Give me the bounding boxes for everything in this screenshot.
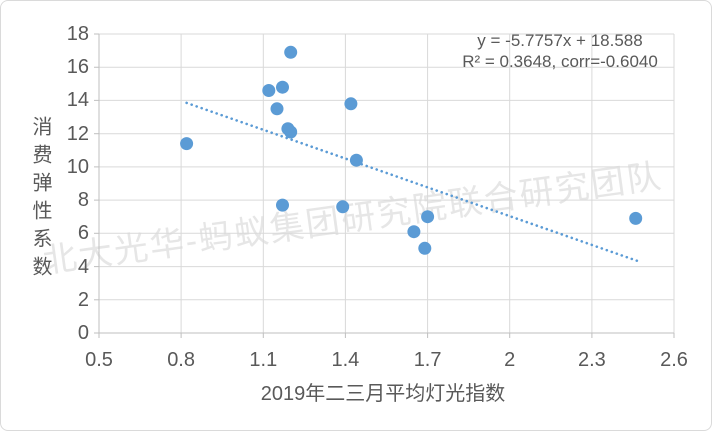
data-point: [276, 80, 289, 94]
y-tick-label: 6: [77, 222, 89, 245]
data-point: [336, 200, 350, 214]
y-tick-label: 10: [66, 155, 89, 178]
trendline-equation: y = -5.7757x + 18.588 R² = 0.3648, corr=…: [427, 30, 693, 72]
y-tick-label: 2: [77, 288, 89, 311]
y-tick-label: 8: [77, 189, 89, 212]
x-tick-label: 0.5: [85, 349, 113, 371]
x-tick-label: 1.1: [249, 349, 278, 371]
data-point: [284, 45, 298, 59]
y-tick-label: 12: [66, 122, 89, 145]
x-tick-label: 1.4: [331, 349, 360, 371]
y-axis-title: 消费弹性系数: [29, 116, 51, 284]
data-point: [262, 84, 276, 97]
equation-line: y = -5.7757x + 18.588: [477, 31, 643, 50]
data-point: [270, 102, 284, 116]
y-tick-label: 4: [77, 255, 89, 278]
data-point: [284, 125, 298, 139]
data-point: [180, 137, 194, 151]
x-axis-title: 2019年二三月平均灯光指数: [260, 383, 506, 405]
data-point: [276, 198, 289, 212]
correlation-line: R² = 0.3648, corr=-0.6040: [462, 52, 658, 71]
x-tick-label: 2.6: [660, 349, 688, 371]
y-tick-label: 16: [66, 56, 89, 79]
data-point: [629, 211, 643, 225]
x-tick-label: 0.8: [167, 349, 195, 371]
y-tick-label: 0: [77, 322, 89, 344]
data-point: [349, 153, 363, 167]
y-tick-label: 14: [66, 89, 89, 112]
data-point: [407, 225, 421, 239]
x-tick-label: 2: [504, 349, 516, 371]
trend-line: [185, 101, 643, 264]
data-point: [344, 97, 358, 111]
x-tick-label: 2.3: [577, 349, 606, 371]
data-point: [421, 210, 435, 224]
x-tick-label: 1.7: [413, 349, 442, 371]
data-point: [418, 241, 432, 255]
y-tick-label: 18: [66, 23, 89, 45]
